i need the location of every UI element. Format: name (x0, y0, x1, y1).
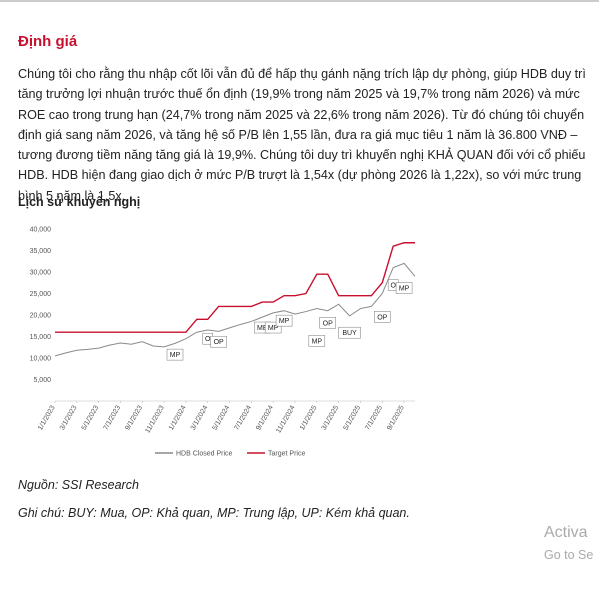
x-tick-label: 5/1/2024 (212, 404, 232, 431)
annotation-label: MP (312, 338, 323, 345)
x-tick-label: 1/1/2025 (299, 404, 319, 431)
annotation-label: O (205, 336, 211, 343)
annotation-box (338, 326, 361, 339)
source: Nguồn: SSI Research (18, 478, 139, 492)
x-tick-label: 1/1/2024 (168, 404, 188, 431)
watermark: Go to Se (544, 548, 594, 562)
y-tick-label: 20,000 (30, 313, 52, 320)
x-tick-label: 7/1/2024 (233, 404, 253, 431)
annotation-label: MP (268, 325, 279, 332)
chart: 5,000 10,000 15,000 20,000 25,000 30,000 35,00… (30, 227, 416, 458)
annotation-box (319, 317, 336, 329)
x-tick-label: 3/1/2025 (321, 404, 341, 431)
annotation-box (395, 282, 413, 294)
y-tick-label: 5,000 (33, 377, 51, 384)
annotation-box (166, 348, 184, 361)
top-border (0, 0, 599, 2)
annotation-label: MP (279, 318, 290, 325)
y-tick-label: 35,000 (30, 248, 52, 255)
annotation-box (275, 314, 293, 327)
annotation-label: BUY (342, 330, 357, 337)
annotation-label: OP (377, 314, 387, 321)
y-tick-label: 25,000 (30, 291, 52, 298)
paragraph: Chúng tôi cho rằng thu nhập cốt lõi vẫn … (18, 67, 586, 203)
series-line (55, 242, 415, 333)
y-tick-label: 15,000 (30, 334, 52, 341)
y-tick-label: 10,000 (30, 356, 52, 363)
annotation-label: O (390, 282, 396, 289)
annotation-label: MP (399, 285, 410, 292)
annotation-label: ME (257, 325, 268, 332)
annotation-label: OP (323, 320, 333, 327)
annotation-box (308, 335, 326, 347)
watermark: Activa (544, 524, 588, 541)
y-tick-label: 30,000 (30, 270, 52, 277)
annotation-box (374, 311, 391, 323)
annotation-label: MP (170, 352, 181, 359)
annotation-box (210, 335, 227, 348)
note: Ghi chú: BUY: Mua, OP: Khả quan, MP: Tru… (18, 506, 410, 520)
x-tick-label: 7/1/2025 (364, 404, 384, 431)
x-tick-label: 9/1/2023 (124, 404, 144, 431)
x-tick-label: 7/1/2023 (102, 404, 122, 431)
legend-label: HDB Closed Price (176, 451, 233, 458)
x-tick-label: 1/1/2023 (37, 404, 57, 431)
x-tick-label: 11/1/2024 (275, 404, 296, 434)
annotation-box (264, 321, 282, 334)
chart-title: Lịch sử khuyến nghị (18, 195, 141, 209)
x-tick-label: 5/1/2025 (342, 404, 362, 431)
x-tick-label: 9/1/2024 (255, 404, 275, 431)
x-tick-label: 9/1/2025 (386, 404, 406, 431)
heading: Định giá (18, 33, 78, 50)
annotation-label: OP (214, 339, 224, 346)
series-line (54, 262, 416, 357)
x-tick-label: 11/1/2023 (144, 404, 165, 434)
x-tick-label: 3/1/2024 (190, 404, 210, 431)
x-tick-label: 3/1/2023 (59, 404, 79, 431)
x-tick-label: 5/1/2023 (81, 404, 101, 431)
y-tick-label: 40,000 (30, 227, 52, 234)
legend-label: Target Price (268, 451, 305, 458)
